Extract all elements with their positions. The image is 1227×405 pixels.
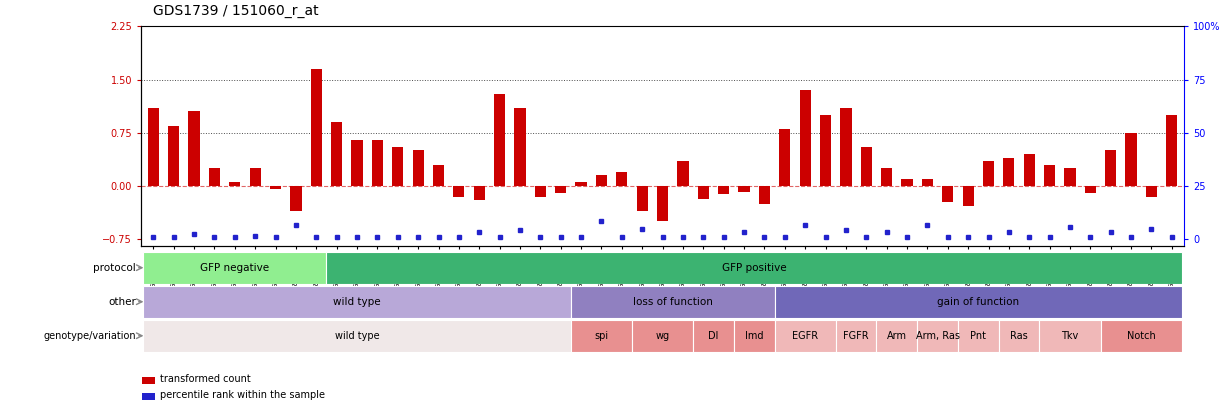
Text: GDS1739 / 151060_r_at: GDS1739 / 151060_r_at	[153, 4, 319, 18]
Bar	[555, 186, 567, 193]
Text: GFP negative: GFP negative	[200, 263, 270, 273]
Bar	[209, 168, 220, 186]
Text: loss of function: loss of function	[633, 297, 713, 307]
Bar	[958, 320, 999, 352]
Bar	[189, 111, 200, 186]
Bar	[840, 108, 852, 186]
Bar	[637, 186, 648, 211]
Bar	[693, 320, 734, 352]
Bar	[291, 186, 302, 211]
Bar	[326, 252, 1182, 284]
Text: transformed count: transformed count	[160, 374, 250, 384]
Bar	[1044, 165, 1055, 186]
Bar	[249, 168, 261, 186]
Bar	[942, 186, 953, 202]
Bar	[144, 320, 571, 352]
Text: Notch: Notch	[1126, 331, 1156, 341]
Text: wild type: wild type	[335, 331, 379, 341]
Bar	[1085, 186, 1096, 193]
Bar	[774, 320, 836, 352]
Text: wild type: wild type	[334, 297, 380, 307]
Bar	[918, 320, 958, 352]
Bar	[983, 161, 994, 186]
Bar	[351, 140, 363, 186]
Bar	[836, 320, 876, 352]
Bar	[758, 186, 771, 204]
Bar	[1166, 115, 1178, 186]
Bar	[962, 186, 974, 206]
Bar	[474, 186, 485, 200]
Bar	[1023, 154, 1034, 186]
Text: FGFR: FGFR	[843, 331, 869, 341]
Bar	[881, 168, 892, 186]
Text: wg: wg	[655, 331, 670, 341]
Bar	[1106, 151, 1117, 186]
Bar	[453, 186, 465, 196]
Bar	[1004, 158, 1015, 186]
Text: spi: spi	[594, 331, 609, 341]
Bar	[902, 179, 913, 186]
Bar	[718, 186, 729, 194]
Bar	[372, 140, 383, 186]
Bar	[698, 186, 709, 199]
Bar	[1146, 186, 1157, 196]
Bar	[596, 175, 607, 186]
Bar	[656, 186, 669, 222]
Bar	[999, 320, 1039, 352]
Bar	[270, 186, 281, 190]
Text: Imd: Imd	[745, 331, 763, 341]
Text: Arm: Arm	[887, 331, 907, 341]
Bar	[774, 286, 1182, 318]
Text: other: other	[108, 297, 136, 307]
Bar	[494, 94, 506, 186]
Bar	[632, 320, 693, 352]
Bar	[144, 286, 571, 318]
Bar	[1101, 320, 1182, 352]
Bar	[310, 69, 321, 186]
Text: Tkv: Tkv	[1061, 331, 1079, 341]
Text: percentile rank within the sample: percentile rank within the sample	[160, 390, 324, 400]
Text: EGFR: EGFR	[793, 331, 818, 341]
Text: Pnt: Pnt	[971, 331, 987, 341]
Bar	[147, 108, 160, 186]
Text: GFP positive: GFP positive	[721, 263, 787, 273]
Bar	[575, 182, 587, 186]
Bar	[514, 108, 525, 186]
Bar	[860, 147, 872, 186]
Text: genotype/variation: genotype/variation	[43, 331, 136, 341]
Bar	[1064, 168, 1076, 186]
Bar	[800, 90, 811, 186]
Bar	[734, 320, 774, 352]
Text: Arm, Ras: Arm, Ras	[915, 331, 960, 341]
Bar	[739, 186, 750, 192]
Bar	[779, 129, 790, 186]
Bar	[616, 172, 627, 186]
Bar	[331, 122, 342, 186]
Bar	[393, 147, 404, 186]
Bar	[412, 151, 423, 186]
Bar	[229, 182, 240, 186]
Bar	[820, 115, 831, 186]
Bar	[571, 286, 774, 318]
Bar	[168, 126, 179, 186]
Text: Ras: Ras	[1010, 331, 1028, 341]
Bar	[677, 161, 688, 186]
Bar	[1125, 133, 1136, 186]
Bar	[1039, 320, 1101, 352]
Bar	[535, 186, 546, 196]
Bar	[144, 252, 326, 284]
Bar	[571, 320, 632, 352]
Text: protocol: protocol	[93, 263, 136, 273]
Text: Dl: Dl	[708, 331, 719, 341]
Text: gain of function: gain of function	[937, 297, 1020, 307]
Bar	[921, 179, 933, 186]
Bar	[876, 320, 918, 352]
Bar	[433, 165, 444, 186]
